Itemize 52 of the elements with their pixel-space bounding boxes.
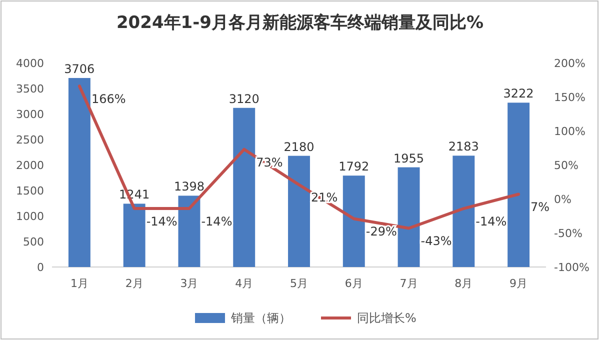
x-tick-label: 5月 — [290, 277, 308, 290]
y-tick-label: 4000 — [16, 57, 44, 70]
data-label: -14% — [476, 214, 507, 229]
data-label: -29% — [366, 224, 397, 239]
y2-tick-label: 200% — [554, 57, 586, 70]
data-label: 3706 — [64, 62, 95, 76]
x-tick-label: 7月 — [400, 277, 418, 290]
data-label: 1398 — [174, 180, 204, 194]
x-tick-label: 1月 — [70, 277, 88, 290]
data-label: -43% — [420, 234, 452, 248]
data-label: 166% — [91, 92, 126, 106]
bar — [342, 176, 365, 267]
y-tick-label: 500 — [23, 236, 44, 248]
bar — [452, 156, 475, 267]
y-tick-label: 0 — [37, 261, 44, 274]
bar — [123, 204, 146, 267]
y2-tick-label: 0% — [554, 193, 572, 206]
data-label: -14% — [201, 214, 232, 229]
x-tick-label: 6月 — [344, 277, 363, 290]
bar — [288, 156, 310, 267]
x-tick-label: 4月 — [235, 277, 254, 290]
y-tick-label: 2000 — [16, 159, 44, 172]
data-label: 3222 — [503, 86, 534, 101]
chart-title: 2024年1-9月各月新能源客车终端销量及同比% — [116, 13, 484, 33]
y2-tick-label: -100% — [554, 261, 590, 274]
y-tick-label: 3500 — [16, 82, 44, 96]
bar — [233, 108, 256, 267]
bar — [178, 196, 200, 267]
data-label: 2180 — [284, 140, 314, 154]
bar — [508, 102, 530, 267]
y2-tick-label: 50% — [554, 159, 578, 172]
x-tick-label: 8月 — [454, 277, 473, 290]
bar — [68, 78, 90, 267]
data-label: 2183 — [448, 140, 479, 154]
bar — [398, 167, 420, 267]
x-tick-label: 3月 — [180, 277, 198, 290]
x-tick-label: 2月 — [125, 277, 144, 290]
y2-tick-label: 150% — [554, 91, 586, 104]
legend-label: 同比增长% — [357, 311, 416, 325]
y-tick-label: 3000 — [16, 108, 44, 121]
y2-tick-label: 100% — [554, 125, 586, 138]
y-tick-label: 1500 — [16, 184, 44, 198]
data-label: 7% — [530, 200, 550, 214]
data-label: 1955 — [394, 151, 424, 166]
y-tick-label: 2500 — [16, 134, 44, 146]
y-tick-label: 1000 — [16, 210, 44, 223]
data-label: 3120 — [228, 92, 260, 106]
y2-tick-label: -50% — [554, 227, 582, 240]
data-label: 1792 — [338, 160, 370, 174]
legend-label: 销量（辆） — [230, 311, 291, 325]
data-label: -14% — [146, 214, 178, 229]
x-tick-label: 9月 — [510, 277, 528, 290]
